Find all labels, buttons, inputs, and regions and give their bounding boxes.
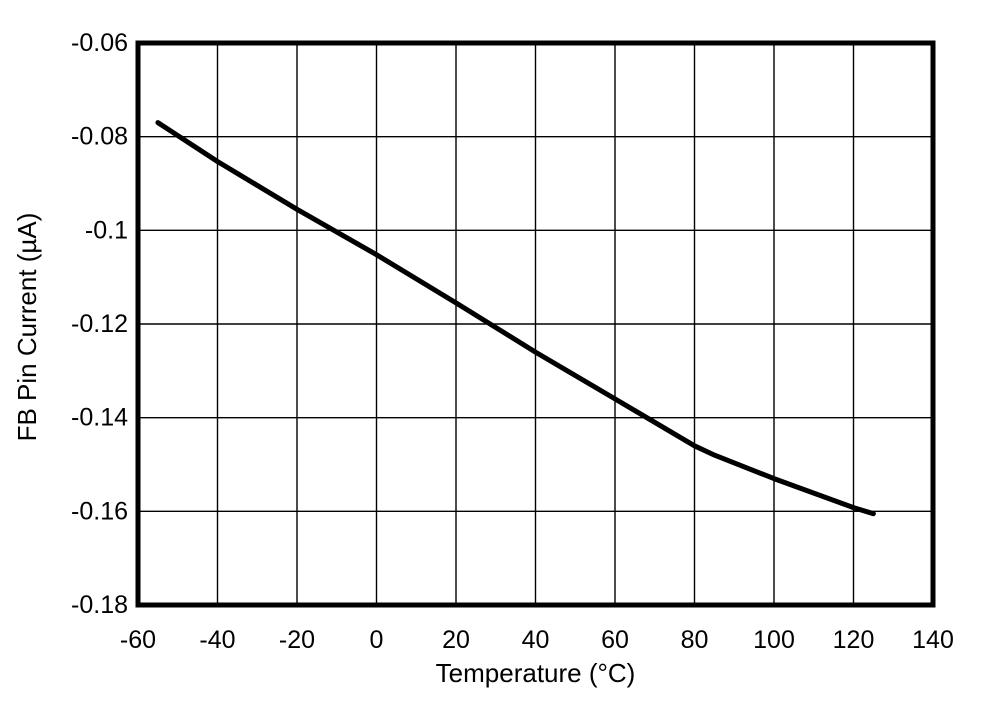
y-tick-label: -0.06 bbox=[71, 29, 128, 57]
x-tick-label: 20 bbox=[442, 626, 470, 654]
y-tick-label: -0.12 bbox=[71, 310, 128, 338]
x-tick-label: -60 bbox=[120, 626, 156, 654]
x-tick-label: 140 bbox=[912, 626, 954, 654]
plot-frame bbox=[135, 40, 936, 608]
x-tick-label: -40 bbox=[199, 626, 235, 654]
x-tick-label: 100 bbox=[753, 626, 795, 654]
x-tick-label: 120 bbox=[833, 626, 875, 654]
x-tick-label: 60 bbox=[601, 626, 629, 654]
x-tick-label: 80 bbox=[681, 626, 709, 654]
data-line bbox=[155, 120, 876, 517]
y-tick-label: -0.14 bbox=[71, 404, 128, 432]
x-tick-label: 0 bbox=[370, 626, 384, 654]
y-tick-label: -0.18 bbox=[71, 591, 128, 619]
x-tick-label: -20 bbox=[279, 626, 315, 654]
y-axis-title: FB Pin Current (µA) bbox=[12, 212, 42, 442]
y-tick-label: -0.08 bbox=[71, 123, 128, 151]
x-tick-label: 40 bbox=[522, 626, 550, 654]
y-tick-label: -0.16 bbox=[71, 497, 128, 525]
x-axis-title: Temperature (°C) bbox=[435, 658, 636, 688]
y-tick-label: -0.1 bbox=[85, 216, 128, 244]
